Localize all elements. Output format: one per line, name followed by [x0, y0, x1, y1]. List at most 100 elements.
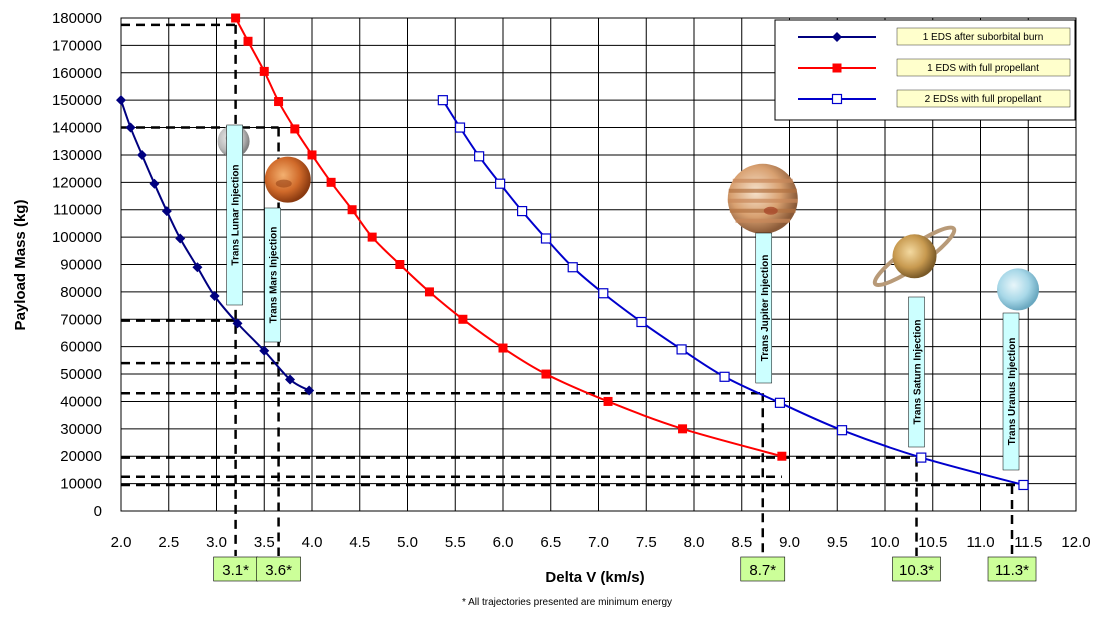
legend-marker: [831, 93, 843, 105]
data-point: [304, 385, 315, 396]
series-layer: [116, 13, 1029, 491]
injection-label-bg: [755, 232, 773, 384]
series-line: [234, 17, 783, 458]
jupiter-band: [732, 178, 793, 183]
y-tick-label: 90000: [60, 257, 102, 274]
injection-label-text: Trans Uranus Injection: [1007, 338, 1018, 446]
y-tick-label: 20000: [60, 448, 102, 465]
injection-label-text: Trans Saturn Injection: [913, 319, 924, 424]
injection-label-bg: [226, 124, 243, 306]
delta-v-marker-text: 3.6*: [265, 562, 292, 579]
y-axis-title: Payload Mass (kg): [12, 200, 29, 331]
x-tick-label: 2.0: [111, 534, 132, 551]
legend-entry: 1 EDS after suborbital burn: [798, 27, 1071, 46]
x-tick-label: 7.0: [588, 534, 609, 551]
data-point: [231, 13, 241, 23]
series-2: [231, 13, 787, 461]
x-axis-title: Delta V (km/s): [545, 569, 644, 586]
delta-v-marker: 10.3*: [892, 556, 941, 582]
data-point: [836, 425, 848, 436]
injection-label-bg: [1002, 312, 1020, 471]
data-point: [137, 149, 148, 160]
axis-labels: 2.0 2.5 3.0 3.5 4.0 4.5 5.0 5.5 6.0 6.5 7.0 7.5 8.0 8…: [52, 10, 1091, 551]
data-point: [149, 178, 160, 189]
x-tick-label: 11.0: [966, 534, 994, 551]
injection-label-box: Trans Jupiter Injection: [755, 232, 773, 384]
data-point: [116, 95, 126, 106]
data-point: [259, 345, 270, 356]
legend-label: 1 EDS after suborbital burn: [923, 32, 1044, 43]
y-tick-label: 10000: [60, 476, 102, 493]
jupiter-band: [735, 218, 790, 223]
jupiter-band: [727, 198, 798, 203]
delta-v-marker-text: 11.3*: [995, 562, 1029, 579]
delta-v-marker-bg: [256, 556, 301, 582]
legend-marker: [832, 32, 842, 42]
jupiter-great-red-spot: [763, 206, 778, 215]
x-tick-label: 7.5: [636, 534, 657, 551]
y-tick-label: 80000: [60, 284, 102, 301]
delta-v-boxes: 3.1* 3.6* 8.7* 10.3* 11.3*: [213, 556, 1037, 582]
delta-v-marker-bg: [740, 556, 786, 582]
x-tick-label: 5.0: [397, 534, 418, 551]
y-tick-label: 130000: [52, 147, 102, 164]
x-tick-label: 12.0: [1061, 534, 1090, 551]
y-tick-label: 0: [94, 503, 102, 520]
y-tick-label: 150000: [52, 92, 102, 109]
data-point: [603, 396, 613, 406]
x-tick-label: 8.5: [731, 534, 752, 551]
injection-label-bg: [264, 207, 281, 343]
x-tick-label: 4.5: [349, 534, 370, 551]
y-tick-label: 160000: [52, 65, 102, 82]
x-tick-label: 3.5: [254, 534, 275, 551]
x-tick-label: 10.5: [918, 534, 947, 551]
legend-label-bg: [896, 89, 1071, 108]
data-point: [454, 122, 466, 133]
data-point: [498, 343, 508, 353]
data-point: [290, 124, 300, 134]
x-tick-label: 3.0: [206, 534, 227, 551]
delta-v-marker-bg: [892, 556, 941, 582]
data-point: [326, 177, 336, 187]
x-tick-label: 10.0: [870, 534, 899, 551]
series-1: [116, 95, 315, 396]
footnote: * All trajectories presented are minimum…: [462, 597, 672, 608]
y-tick-label: 100000: [52, 229, 102, 246]
data-point: [307, 150, 317, 160]
y-tick-label: 40000: [60, 393, 102, 410]
data-point: [259, 66, 269, 76]
injection-label-text: Trans Lunar Injection: [231, 164, 242, 265]
y-tick-label: 50000: [60, 366, 102, 383]
x-tick-label: 9.0: [779, 534, 800, 551]
data-point: [192, 262, 203, 273]
x-tick-label: 4.0: [302, 534, 323, 551]
data-point: [541, 369, 551, 379]
x-tick-label: 2.5: [158, 534, 179, 551]
data-point: [636, 316, 647, 328]
injection-label-box: Trans Mars Injection: [264, 207, 281, 343]
delta-v-marker: 3.1*: [213, 556, 258, 582]
x-tick-label: 11.5: [1014, 534, 1042, 551]
injection-label-box: Trans Lunar Injection: [226, 124, 243, 306]
data-point: [777, 451, 787, 461]
data-point: [395, 260, 405, 269]
jupiter-band: [728, 188, 797, 193]
x-tick-label: 6.5: [540, 534, 561, 551]
legend-label: 1 EDS with full propellant: [927, 63, 1039, 74]
legend-label-bg: [896, 27, 1071, 46]
jupiter-band: [729, 208, 796, 213]
data-point: [598, 288, 609, 299]
mars-surface-mark: [275, 179, 292, 188]
injection-label-bg: [908, 296, 925, 448]
data-point: [437, 95, 448, 106]
data-point: [916, 452, 927, 463]
delta-v-marker: 8.7*: [740, 556, 786, 582]
legend-entry: 1 EDS with full propellant: [798, 58, 1071, 77]
x-tick-label: 6.0: [493, 534, 514, 551]
delta-v-marker-bg: [213, 556, 258, 582]
data-point: [209, 290, 220, 301]
y-tick-label: 110000: [53, 202, 102, 219]
y-tick-label: 170000: [52, 37, 102, 54]
data-point: [347, 205, 357, 215]
